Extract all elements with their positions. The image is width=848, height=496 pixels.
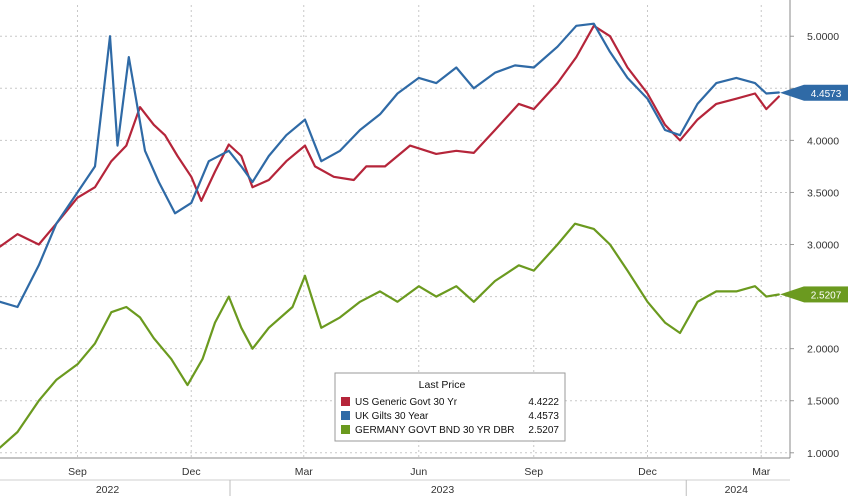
legend-box (334, 372, 566, 442)
last-price-tag: 4.4573 (780, 84, 848, 101)
x-tick-label: Mar (752, 466, 771, 478)
last-price-tag-box (804, 286, 848, 303)
series-line-1 (0, 22, 780, 309)
legend-swatch (341, 411, 350, 420)
x-tick-label: Dec (638, 466, 657, 478)
legend: Last Price US Generic Govt 30 Yr 4.4222 UK… (334, 372, 566, 442)
y-tick-label: 5.0000 (807, 31, 839, 43)
y-tick-label: 1.5000 (807, 396, 839, 408)
y-tick-label: 3.5000 (807, 187, 839, 199)
y-tick-label: 1.0000 (807, 448, 839, 460)
series-line-2 (0, 222, 780, 449)
year-label: 2024 (725, 484, 749, 496)
legend-series-name: GERMANY GOVT BND 30 YR DBR (355, 425, 515, 436)
y-tick-label: 4.0000 (807, 135, 839, 147)
legend-title: Last Price (419, 379, 466, 391)
legend-swatch (341, 397, 350, 406)
legend-series-value: 4.4573 (528, 411, 559, 422)
x-tick-label: Dec (182, 466, 201, 478)
y-tick-label: 3.0000 (807, 240, 839, 252)
last-price-tag-pointer (780, 84, 804, 101)
legend-series-name: US Generic Govt 30 Yr (355, 397, 458, 408)
series-layer (0, 22, 780, 449)
last-price-tag-pointer (780, 286, 804, 303)
legend-series-value: 4.4222 (528, 397, 559, 408)
last-price-tag-label: 2.5207 (811, 290, 842, 301)
year-label: 2022 (96, 484, 120, 496)
legend-swatch (341, 425, 350, 434)
last-price-tag-label: 4.4573 (811, 89, 842, 100)
y-tick-label: 2.0000 (807, 344, 839, 356)
x-tick-label: Jun (410, 466, 427, 478)
last-price-tag: 2.5207 (780, 286, 848, 303)
x-tick-label: Mar (295, 466, 314, 478)
last-price-tags: 4.4573 2.5207 (780, 84, 848, 303)
last-price-tag-box (804, 84, 848, 101)
x-tick-label: Sep (68, 466, 87, 478)
year-label: 2023 (431, 484, 455, 496)
legend-series-name: UK Gilts 30 Year (355, 411, 429, 422)
x-tick-label: Sep (524, 466, 543, 478)
legend-series-value: 2.5207 (528, 425, 559, 436)
